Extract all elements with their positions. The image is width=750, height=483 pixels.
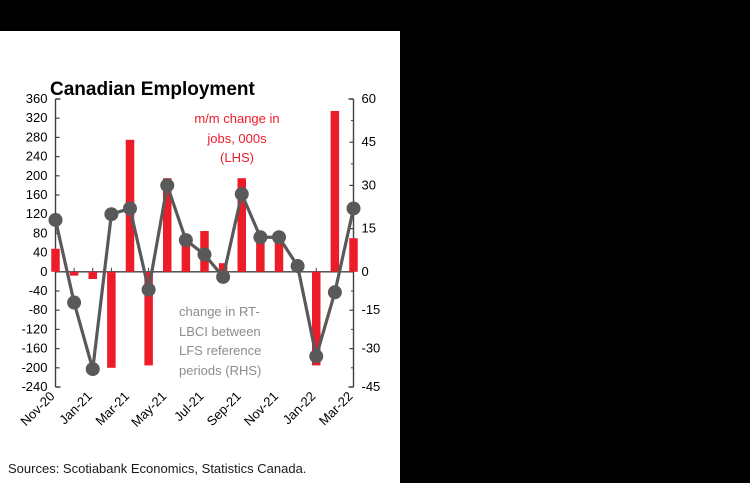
- svg-text:280: 280: [26, 129, 48, 144]
- svg-text:40: 40: [33, 245, 47, 260]
- svg-text:-160: -160: [21, 341, 47, 356]
- svg-text:-30: -30: [362, 341, 381, 356]
- svg-text:0: 0: [40, 264, 47, 279]
- svg-text:-200: -200: [21, 360, 47, 375]
- svg-text:Jan-22: Jan-22: [280, 389, 319, 428]
- svg-text:Jul-21: Jul-21: [171, 389, 207, 425]
- svg-text:240: 240: [26, 149, 48, 164]
- svg-text:May-21: May-21: [128, 389, 169, 430]
- svg-text:45: 45: [362, 134, 376, 149]
- svg-text:-45: -45: [362, 379, 381, 394]
- svg-text:Mar-22: Mar-22: [316, 389, 356, 429]
- svg-text:0: 0: [362, 264, 369, 279]
- svg-text:Nov-20: Nov-20: [17, 389, 57, 429]
- svg-text:Mar-21: Mar-21: [92, 389, 132, 429]
- svg-text:Sep-21: Sep-21: [204, 389, 244, 429]
- svg-text:Nov-21: Nov-21: [241, 389, 281, 429]
- svg-text:-15: -15: [362, 302, 381, 317]
- svg-text:-80: -80: [29, 302, 48, 317]
- svg-text:-40: -40: [29, 283, 48, 298]
- svg-text:160: 160: [26, 187, 48, 202]
- svg-text:200: 200: [26, 168, 48, 183]
- svg-text:80: 80: [33, 225, 47, 240]
- svg-text:120: 120: [26, 206, 48, 221]
- svg-text:320: 320: [26, 110, 48, 125]
- svg-text:60: 60: [362, 91, 376, 106]
- svg-text:360: 360: [26, 91, 48, 106]
- svg-text:-120: -120: [21, 321, 47, 336]
- svg-text:30: 30: [362, 177, 376, 192]
- svg-text:Jan-21: Jan-21: [56, 389, 95, 428]
- svg-text:15: 15: [362, 221, 376, 236]
